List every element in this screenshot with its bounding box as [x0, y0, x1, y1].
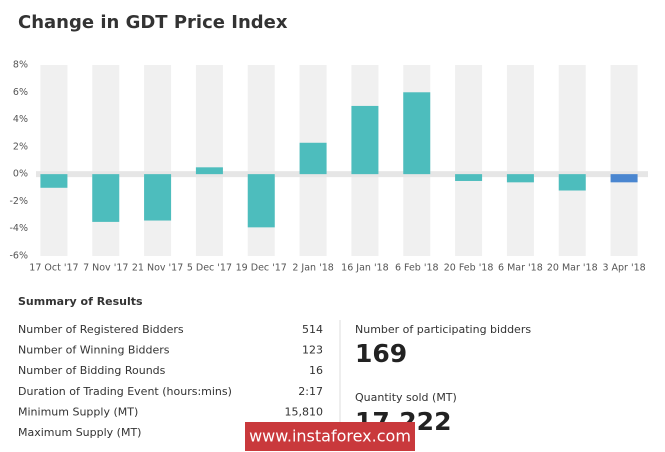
row-label: Duration of Trading Event (hours:mins) [18, 385, 232, 398]
y-tick-label: 4% [13, 114, 28, 125]
watermark: www.instaforex.com [249, 427, 411, 446]
column-band [558, 65, 586, 256]
chart-title: Change in GDT Price Index [18, 12, 288, 33]
row-label: Number of Winning Bidders [18, 344, 170, 357]
x-tick-label: 3 Apr '18 [602, 263, 645, 274]
bar [558, 174, 586, 191]
bar [351, 105, 379, 175]
x-tick-label: 16 Jan '18 [341, 263, 388, 274]
x-tick-label: 5 Dec '17 [187, 263, 232, 274]
y-tick-label: -6% [10, 251, 29, 262]
column-band [40, 65, 68, 256]
column-band [455, 65, 483, 256]
bar [144, 174, 172, 221]
x-tick-label: 2 Jan '18 [292, 263, 333, 274]
row-value: 514 [302, 323, 323, 336]
column-band [144, 65, 172, 256]
row-value: 2:17 [298, 385, 323, 398]
row-value: 15,810 [285, 405, 324, 418]
row-value: 16 [309, 364, 323, 377]
bar [299, 142, 327, 175]
bar [610, 174, 638, 183]
y-tick-label: 0% [13, 169, 28, 180]
bar [506, 174, 534, 183]
y-tick-label: 8% [13, 60, 28, 71]
x-tick-label: 19 Dec '17 [236, 263, 287, 274]
highlight-label: Quantity sold (MT) [355, 391, 457, 404]
plot: 8% 6% 4% 2% 0% -2% -4% -6%17 Oct '17 7 Nov '17 21… [10, 60, 648, 274]
column-band [506, 65, 534, 256]
column-band [195, 65, 223, 256]
column-band [610, 65, 638, 256]
x-tick-label: 20 Feb '18 [444, 263, 494, 274]
summary-rows: Number of Registered Bidders 514 Number of… [18, 323, 323, 439]
bar [455, 174, 483, 181]
x-tick-label: 7 Nov '17 [83, 263, 128, 274]
bar [247, 174, 275, 228]
bar [195, 167, 223, 175]
column-band [92, 65, 120, 256]
row-label: Maximum Supply (MT) [18, 426, 141, 439]
x-tick-label: 20 Mar '18 [547, 263, 598, 274]
column-band [247, 65, 275, 256]
summary-title: Summary of Results [18, 295, 143, 308]
highlight-value: 169 [355, 339, 407, 368]
x-tick-label: 17 Oct '17 [29, 263, 78, 274]
row-label: Minimum Supply (MT) [18, 405, 138, 418]
bar [92, 174, 120, 222]
row-label: Number of Bidding Rounds [18, 364, 166, 377]
highlight-label: Number of participating bidders [355, 323, 531, 336]
x-tick-label: 6 Mar '18 [498, 263, 543, 274]
x-tick-label: 21 Nov '17 [132, 263, 183, 274]
watermark-box [245, 422, 415, 451]
y-tick-label: -2% [10, 196, 29, 207]
row-label: Number of Registered Bidders [18, 323, 184, 336]
y-tick-label: 2% [13, 141, 28, 152]
zero-band [36, 171, 648, 178]
x-tick-label: 6 Feb '18 [395, 263, 439, 274]
y-tick-label: 6% [13, 87, 28, 98]
y-tick-label: -4% [10, 223, 29, 234]
bar [40, 174, 68, 188]
bar [403, 92, 431, 175]
row-value: 123 [302, 344, 323, 357]
